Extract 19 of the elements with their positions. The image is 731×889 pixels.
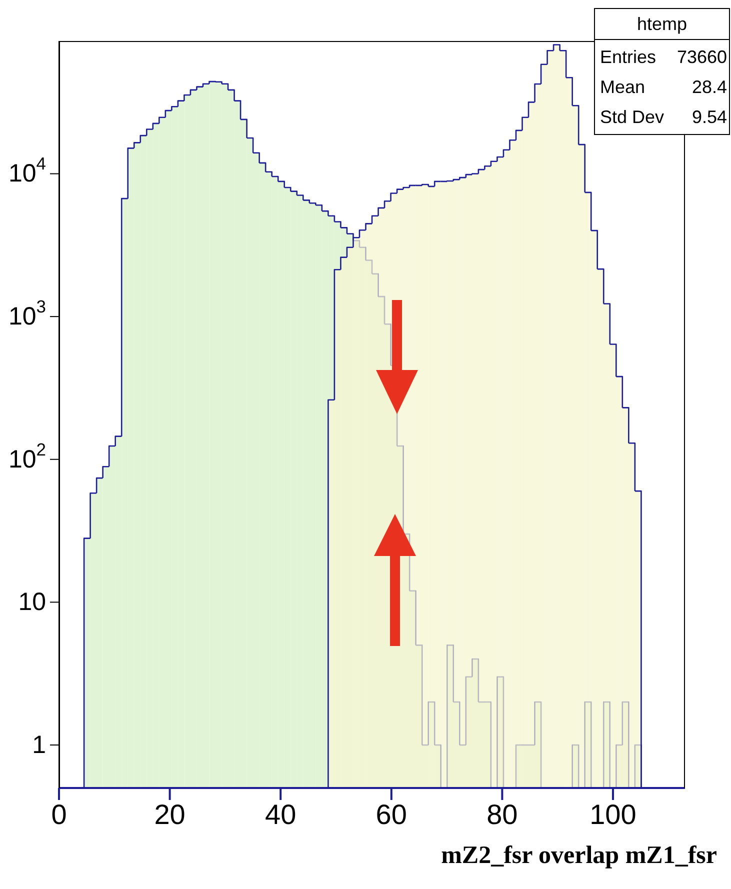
annotation: 73660 — [676, 46, 727, 69]
x-tick-label: 40 — [265, 799, 296, 830]
annotation: Mean — [600, 76, 646, 99]
x-tick-label: 20 — [154, 799, 186, 830]
x-tick-label: 100 — [590, 799, 636, 830]
text: 9.54 — [692, 106, 727, 129]
y-tick-label: 10$^{2}$ — [8, 439, 46, 474]
annotation: Std Dev — [600, 106, 664, 129]
x-tick-label: 60 — [376, 799, 407, 830]
x-axis-title: mZ2_fsr overlap mZ1_fsr — [441, 842, 717, 870]
y-tick-label: 10$^{4}$ — [8, 154, 46, 188]
y-tick-label: 1 — [32, 731, 46, 760]
x-tick-label: 0 — [51, 799, 67, 830]
text: 28.4 — [692, 76, 727, 99]
y-tick-label: 10$^{3}$ — [8, 296, 46, 331]
annotation: Entries — [600, 46, 656, 69]
x-tick-label: 80 — [486, 799, 518, 830]
y-tick-label: 10 — [18, 588, 46, 616]
text: htemp — [595, 9, 729, 40]
